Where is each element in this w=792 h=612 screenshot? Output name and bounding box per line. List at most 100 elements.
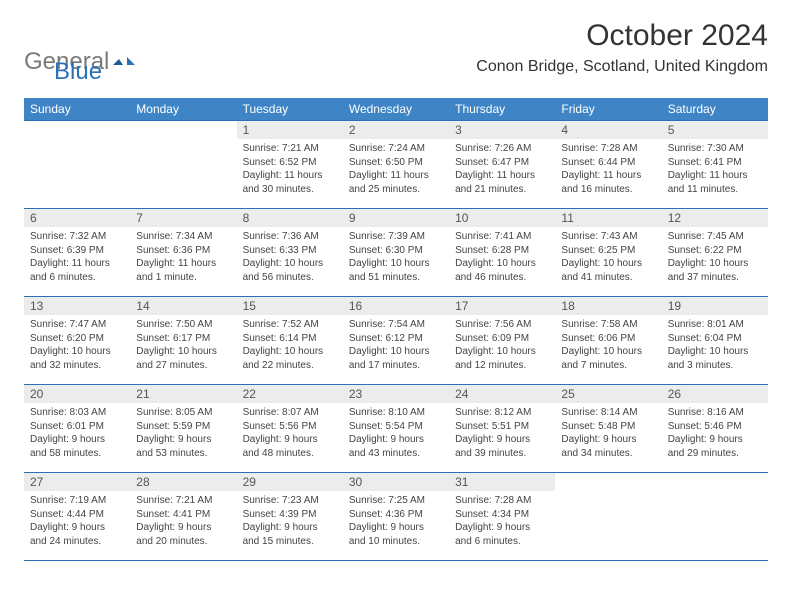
day-cell: 5Sunrise: 7:30 AMSunset: 6:41 PMDaylight… [662, 121, 768, 209]
day-cell: 18Sunrise: 7:58 AMSunset: 6:06 PMDayligh… [555, 297, 661, 385]
daylight-text: Daylight: 11 hours and 16 minutes. [561, 169, 655, 196]
day-number: 8 [237, 209, 343, 227]
sunset-text: Sunset: 5:51 PM [455, 420, 549, 434]
logo-text-blue: Blue [54, 58, 102, 85]
day-number: 15 [237, 297, 343, 315]
sunset-text: Sunset: 6:14 PM [243, 332, 337, 346]
day-cell: 13Sunrise: 7:47 AMSunset: 6:20 PMDayligh… [24, 297, 130, 385]
day-details: Sunrise: 8:01 AMSunset: 6:04 PMDaylight:… [662, 315, 768, 376]
day-details: Sunrise: 7:50 AMSunset: 6:17 PMDaylight:… [130, 315, 236, 376]
sunrise-text: Sunrise: 7:28 AM [455, 494, 549, 508]
day-cell: 24Sunrise: 8:12 AMSunset: 5:51 PMDayligh… [449, 385, 555, 473]
daylight-text: Daylight: 9 hours and 10 minutes. [349, 521, 443, 548]
sunrise-text: Sunrise: 7:45 AM [668, 230, 762, 244]
daylight-text: Daylight: 10 hours and 27 minutes. [136, 345, 230, 372]
day-cell: 2Sunrise: 7:24 AMSunset: 6:50 PMDaylight… [343, 121, 449, 209]
day-header: Saturday [662, 98, 768, 121]
sunset-text: Sunset: 6:33 PM [243, 244, 337, 258]
sunrise-text: Sunrise: 7:21 AM [136, 494, 230, 508]
sunset-text: Sunset: 4:39 PM [243, 508, 337, 522]
daylight-text: Daylight: 10 hours and 7 minutes. [561, 345, 655, 372]
sunrise-text: Sunrise: 8:01 AM [668, 318, 762, 332]
day-details: Sunrise: 8:12 AMSunset: 5:51 PMDaylight:… [449, 403, 555, 464]
day-cell: 7Sunrise: 7:34 AMSunset: 6:36 PMDaylight… [130, 209, 236, 297]
day-cell: 3Sunrise: 7:26 AMSunset: 6:47 PMDaylight… [449, 121, 555, 209]
sunset-text: Sunset: 6:52 PM [243, 156, 337, 170]
day-cell: 8 Sunrise: 7:36 AMSunset: 6:33 PMDaylight… [237, 209, 343, 297]
sunrise-text: Sunrise: 7:54 AM [349, 318, 443, 332]
day-cell: . [555, 473, 661, 561]
sunrise-text: Sunrise: 7:19 AM [30, 494, 124, 508]
day-details: Sunrise: 8:10 AMSunset: 5:54 PMDaylight:… [343, 403, 449, 464]
sunset-text: Sunset: 6:04 PM [668, 332, 762, 346]
daylight-text: Daylight: 9 hours and 20 minutes. [136, 521, 230, 548]
location: Conon Bridge, Scotland, United Kingdom [476, 58, 768, 76]
day-cell: 17Sunrise: 7:56 AMSunset: 6:09 PMDayligh… [449, 297, 555, 385]
sunset-text: Sunset: 4:41 PM [136, 508, 230, 522]
week-row: 27 Sunrise: 7:19 AMSunset: 4:44 PM Dayligh… [24, 473, 768, 561]
day-details: Sunrise: 7:56 AMSunset: 6:09 PMDaylight:… [449, 315, 555, 376]
day-details: Sunrise: 8:16 AMSunset: 5:46 PMDaylight:… [662, 403, 768, 464]
day-number: 29 [237, 473, 343, 491]
sunset-text: Sunset: 5:59 PM [136, 420, 230, 434]
sunrise-text: Sunrise: 7:36 AM [243, 230, 337, 244]
daylight-text: Daylight: 11 hours and 25 minutes. [349, 169, 443, 196]
day-details: Sunrise: 7:47 AMSunset: 6:20 PMDaylight:… [24, 315, 130, 376]
sunrise-text: Sunrise: 7:21 AM [243, 142, 337, 156]
day-details: Sunrise: 7:21 AMSunset: 4:41 PMDaylight:… [130, 491, 236, 552]
day-number: 6 [24, 209, 130, 227]
sunset-text: Sunset: 6:09 PM [455, 332, 549, 346]
sunrise-text: Sunrise: 7:41 AM [455, 230, 549, 244]
week-row: 13Sunrise: 7:47 AMSunset: 6:20 PMDayligh… [24, 297, 768, 385]
day-details: Sunrise: 7:34 AMSunset: 6:36 PMDaylight:… [130, 227, 236, 288]
day-cell: 9Sunrise: 7:39 AMSunset: 6:30 PMDaylight… [343, 209, 449, 297]
day-cell: 23Sunrise: 8:10 AMSunset: 5:54 PMDayligh… [343, 385, 449, 473]
sunrise-text: Sunrise: 8:05 AM [136, 406, 230, 420]
day-details: Sunrise: 7:43 AMSunset: 6:25 PMDaylight:… [555, 227, 661, 288]
day-number: 27 [24, 473, 130, 491]
sunrise-text: Sunrise: 8:10 AM [349, 406, 443, 420]
sunset-text: Sunset: 6:30 PM [349, 244, 443, 258]
sunrise-text: Sunrise: 8:16 AM [668, 406, 762, 420]
sunrise-text: Sunrise: 8:14 AM [561, 406, 655, 420]
day-header: Monday [130, 98, 236, 121]
daylight-text: Daylight: 10 hours and 22 minutes. [243, 345, 337, 372]
daylight-text: Daylight: 10 hours and 51 minutes. [349, 257, 443, 284]
sunset-text: Sunset: 4:44 PM [30, 508, 124, 522]
sunrise-text: Sunrise: 7:47 AM [30, 318, 124, 332]
day-details: Sunrise: 8:07 AMSunset: 5:56 PMDaylight:… [237, 403, 343, 464]
day-number: 31 [449, 473, 555, 491]
day-cell: 15Sunrise: 7:52 AMSunset: 6:14 PMDayligh… [237, 297, 343, 385]
daylight-text: Daylight: 11 hours and 6 minutes. [30, 257, 124, 284]
daylight-text: Daylight: 10 hours and 32 minutes. [30, 345, 124, 372]
day-details: Sunrise: 7:30 AMSunset: 6:41 PMDaylight:… [662, 139, 768, 200]
sunrise-text: Sunrise: 7:58 AM [561, 318, 655, 332]
daylight-text: Daylight: 10 hours and 37 minutes. [668, 257, 762, 284]
day-header-row: Sunday Monday Tuesday Wednesday Thursday… [24, 98, 768, 121]
day-number: 17 [449, 297, 555, 315]
day-cell: . [24, 121, 130, 209]
day-number: 4 [555, 121, 661, 139]
day-number: 23 [343, 385, 449, 403]
sunrise-text: Sunrise: 7:50 AM [136, 318, 230, 332]
daylight-text: Daylight: 10 hours and 56 minutes. [243, 257, 337, 284]
daylight-text: Daylight: 10 hours and 17 minutes. [349, 345, 443, 372]
day-header: Friday [555, 98, 661, 121]
day-number: 24 [449, 385, 555, 403]
day-cell: 25Sunrise: 8:14 AMSunset: 5:48 PMDayligh… [555, 385, 661, 473]
day-cell: 28Sunrise: 7:21 AMSunset: 4:41 PMDayligh… [130, 473, 236, 561]
daylight-text: Daylight: 10 hours and 41 minutes. [561, 257, 655, 284]
day-header: Tuesday [237, 98, 343, 121]
week-row: ..1Sunrise: 7:21 AMSunset: 6:52 PMDaylig… [24, 121, 768, 209]
sunset-text: Sunset: 6:01 PM [30, 420, 124, 434]
day-number: 10 [449, 209, 555, 227]
sunrise-text: Sunrise: 7:39 AM [349, 230, 443, 244]
day-cell: 19Sunrise: 8:01 AMSunset: 6:04 PMDayligh… [662, 297, 768, 385]
day-cell: 30Sunrise: 7:25 AMSunset: 4:36 PMDayligh… [343, 473, 449, 561]
day-cell: . [662, 473, 768, 561]
day-details: Sunrise: 7:45 AMSunset: 6:22 PMDaylight:… [662, 227, 768, 288]
day-number: 11 [555, 209, 661, 227]
day-number: 12 [662, 209, 768, 227]
day-number: 26 [662, 385, 768, 403]
daylight-text: Daylight: 9 hours and 48 minutes. [243, 433, 337, 460]
